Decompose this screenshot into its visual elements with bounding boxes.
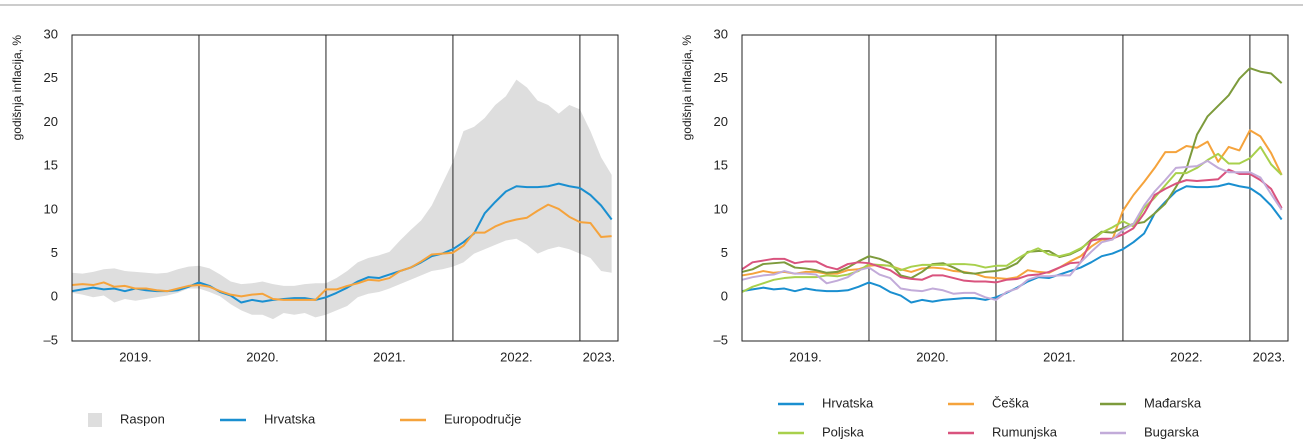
x-tick-label: 2020. [246,349,279,364]
series-line [741,145,1283,293]
x-tick-label: 2023. [583,349,616,364]
legend-label: Raspon [120,411,165,426]
x-tick-label: 2022. [500,349,533,364]
y-tick-label: 25 [44,70,58,85]
legend-label: Bugarska [1144,424,1200,439]
legend-swatch [88,413,102,427]
series-line [741,159,1283,301]
y-tick-label: 0 [721,289,728,304]
legend-label: Rumunjska [992,424,1058,439]
legend-label: Europodručje [444,411,521,426]
y-tick-label: 10 [44,201,58,216]
y-tick-label: –5 [44,332,58,347]
legend-label: Hrvatska [264,411,316,426]
series-line [71,203,612,301]
y-tick-label: –5 [714,332,728,347]
range-band [72,79,612,320]
legend-label: Poljska [822,424,865,439]
series-line [741,67,1283,280]
y-tick-label: 30 [714,26,728,41]
series-line [741,168,1283,284]
y-tick-label: 10 [714,201,728,216]
x-tick-label: 2023. [1253,349,1286,364]
series-line [741,129,1283,280]
y-tick-label: 5 [51,245,58,260]
x-tick-label: 2019. [119,349,152,364]
x-tick-label: 2020. [916,349,949,364]
y-tick-label: 30 [44,26,58,41]
y-tick-label: 20 [44,114,58,129]
y-tick-label: 25 [714,70,728,85]
y-tick-label: 15 [714,158,728,173]
y-tick-label: 15 [44,158,58,173]
y-axis-title: godišnja inflacija, % [680,35,694,141]
legend-label: Češka [992,395,1030,410]
legend-label: Hrvatska [822,395,874,410]
y-tick-label: 20 [714,114,728,129]
y-axis-title: godišnja inflacija, % [10,35,24,141]
plot-frame [741,34,1289,342]
x-tick-label: 2022. [1170,349,1203,364]
x-tick-label: 2021. [373,349,406,364]
y-tick-label: 0 [51,289,58,304]
plot-frame [71,34,619,342]
x-tick-label: 2019. [789,349,822,364]
y-tick-label: 5 [721,245,728,260]
legend-label: Mađarska [1144,395,1202,410]
x-tick-label: 2021. [1043,349,1076,364]
series-line [741,182,1283,304]
